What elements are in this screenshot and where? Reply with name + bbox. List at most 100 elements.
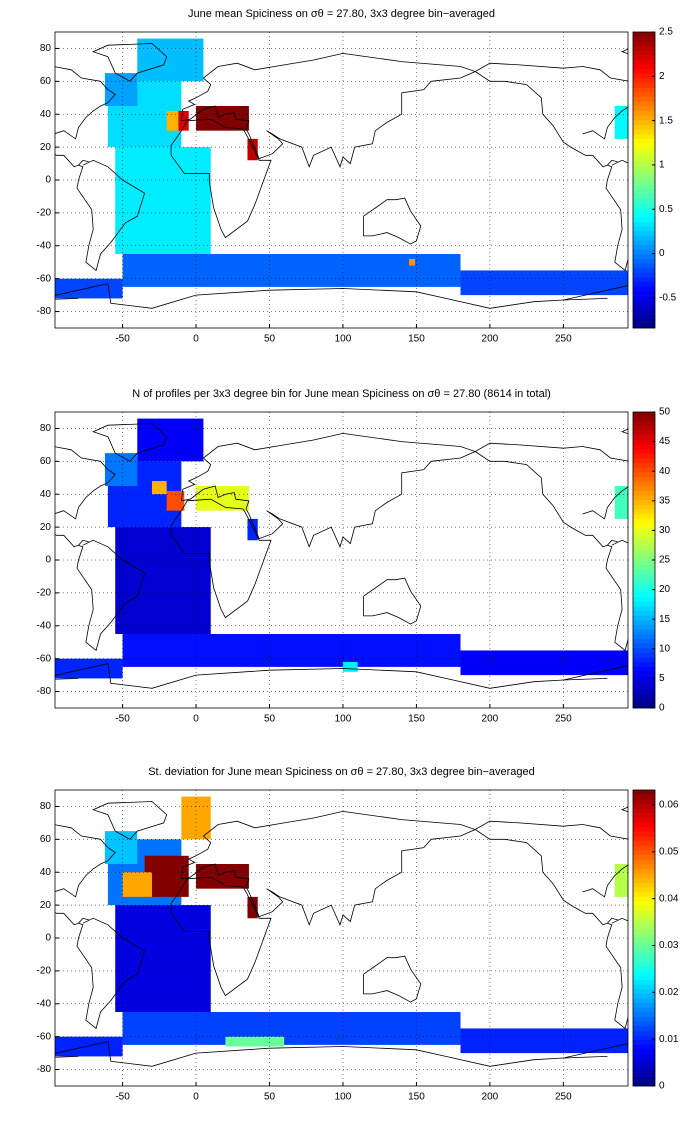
colorbar-step bbox=[633, 1016, 655, 1022]
colorbar-step bbox=[633, 59, 655, 65]
colorbar-frame bbox=[632, 31, 656, 329]
y-tick-label: 60 bbox=[40, 456, 52, 467]
colorbar-step bbox=[633, 587, 655, 593]
y-tick-label: 80 bbox=[40, 43, 52, 54]
colorbar-step bbox=[633, 73, 655, 79]
colorbar-step bbox=[633, 513, 655, 519]
colorbar-step bbox=[633, 425, 655, 431]
colorbar-step bbox=[633, 133, 655, 139]
coastline bbox=[363, 197, 422, 245]
colorbar-step bbox=[633, 993, 655, 999]
bin-cell bbox=[614, 106, 628, 139]
colorbar-step bbox=[633, 323, 655, 329]
colorbar-step bbox=[633, 666, 655, 672]
colorbar-label: 30 bbox=[659, 525, 671, 536]
colorbar-step bbox=[633, 50, 655, 56]
bin-cell bbox=[342, 661, 358, 672]
colorbar-step bbox=[633, 1062, 655, 1068]
y-tick-label: 0 bbox=[45, 555, 51, 566]
colorbar-step bbox=[633, 1021, 655, 1027]
colorbar-label: 1 bbox=[659, 160, 665, 171]
coastline bbox=[181, 432, 477, 548]
bin-cell bbox=[409, 258, 415, 266]
colorbar-step bbox=[633, 975, 655, 980]
colorbar-step bbox=[633, 267, 655, 273]
coastline bbox=[605, 159, 628, 272]
colorbar-step bbox=[633, 845, 655, 851]
colorbar-step bbox=[633, 82, 655, 88]
bin-cell bbox=[247, 518, 258, 541]
colorbar-step bbox=[633, 36, 655, 42]
colorbar-step bbox=[633, 891, 655, 897]
x-tick-label: 50 bbox=[264, 1092, 276, 1103]
coastline bbox=[92, 43, 168, 82]
colorbar-step bbox=[633, 956, 655, 962]
y-tick-label: 40 bbox=[40, 109, 52, 120]
colorbar-step bbox=[633, 868, 655, 874]
coastline bbox=[474, 442, 628, 548]
colorbar-step bbox=[633, 277, 655, 283]
colorbar-step bbox=[633, 638, 655, 644]
colorbar-step bbox=[633, 462, 655, 468]
colorbar-label: 50 bbox=[659, 407, 671, 418]
colorbar-label: 10 bbox=[659, 643, 671, 654]
colorbar-step bbox=[633, 1044, 655, 1050]
bin-cell bbox=[122, 872, 152, 897]
panel-title: St. deviation for June mean Spiciness on… bbox=[148, 766, 535, 778]
colorbar-step bbox=[633, 453, 655, 459]
colorbar-step bbox=[633, 840, 655, 846]
colorbar-step bbox=[633, 291, 655, 296]
colorbar-step bbox=[633, 41, 655, 47]
x-tick-label: 0 bbox=[193, 334, 199, 345]
colorbar-step bbox=[633, 703, 655, 709]
colorbar-label: 25 bbox=[659, 555, 671, 566]
colorbar-label: 15 bbox=[659, 614, 671, 625]
colorbar-step bbox=[633, 45, 655, 51]
y-tick-label: 20 bbox=[40, 142, 52, 153]
colorbar-step bbox=[633, 933, 655, 939]
colorbar-step bbox=[633, 87, 655, 93]
bin-cell bbox=[181, 796, 211, 840]
bin-cell bbox=[55, 658, 123, 679]
colorbar-step bbox=[633, 309, 655, 315]
colorbar-label: 0 bbox=[659, 248, 665, 259]
x-tick-label: 250 bbox=[555, 714, 572, 725]
colorbar-step bbox=[633, 1035, 655, 1041]
colorbar-step bbox=[633, 942, 655, 948]
y-tick-label: -40 bbox=[37, 240, 52, 251]
colorbar-step bbox=[633, 412, 655, 417]
colorbar-step bbox=[633, 657, 655, 663]
colorbar-step bbox=[633, 634, 655, 639]
colorbar-step bbox=[633, 1012, 655, 1017]
colorbar-label: 0.5 bbox=[659, 204, 673, 215]
colorbar-step bbox=[633, 698, 655, 704]
colorbar-step bbox=[633, 629, 655, 635]
coastline bbox=[474, 62, 628, 168]
bin-cell bbox=[196, 864, 249, 889]
colorbar-step bbox=[633, 152, 655, 158]
colorbar-step bbox=[633, 106, 655, 111]
bin-cell bbox=[115, 147, 211, 254]
colorbar-step bbox=[633, 481, 655, 487]
colorbar-step bbox=[633, 979, 655, 985]
colorbar-step bbox=[633, 1072, 655, 1078]
colorbar-step bbox=[633, 1049, 655, 1054]
panel-title: June mean Spiciness on σθ = 27.80, 3x3 d… bbox=[188, 8, 495, 20]
colorbar-step bbox=[633, 610, 655, 616]
colorbar-step bbox=[633, 184, 655, 190]
colorbar-step bbox=[633, 281, 655, 287]
bin-cell bbox=[460, 270, 628, 296]
coastline bbox=[170, 498, 272, 619]
colorbar-step bbox=[633, 569, 655, 575]
colorbar-label: 0 bbox=[659, 703, 665, 714]
colorbar-step bbox=[633, 799, 655, 805]
colorbar-step bbox=[633, 831, 655, 837]
bin-cell bbox=[122, 254, 461, 287]
colorbar-step bbox=[633, 504, 655, 510]
colorbar-step bbox=[633, 859, 655, 865]
y-tick-label: 40 bbox=[40, 489, 52, 500]
y-tick-label: 40 bbox=[40, 867, 52, 878]
y-tick-label: -80 bbox=[37, 1064, 52, 1075]
bin-cell bbox=[55, 278, 123, 299]
coastline bbox=[55, 824, 116, 926]
